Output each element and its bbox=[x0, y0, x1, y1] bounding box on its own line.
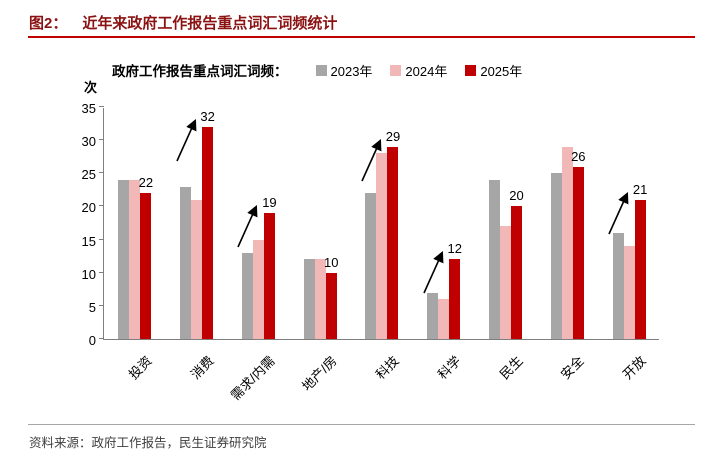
y-tick-label: 5 bbox=[88, 299, 96, 315]
legend-swatch bbox=[390, 64, 402, 76]
bar-2024年 bbox=[623, 246, 635, 339]
y-tick-mark bbox=[99, 338, 104, 339]
bar-2024年 bbox=[561, 146, 573, 339]
bar-2023年 bbox=[550, 173, 562, 339]
y-tick-mark bbox=[99, 139, 104, 141]
bar-group: 12 bbox=[413, 108, 475, 339]
figure-header: 图2： 近年来政府工作报告重点词汇词频统计 bbox=[29, 12, 337, 33]
bar-2025年 bbox=[387, 146, 399, 339]
value-label: 20 bbox=[509, 188, 524, 204]
bar-group: 10 bbox=[289, 108, 351, 339]
bar-2025年 bbox=[140, 193, 152, 339]
y-axis: 0 5 10 15 20 25 30 35 bbox=[60, 101, 96, 348]
y-tick-mark bbox=[99, 106, 104, 107]
y-tick-label: 10 bbox=[81, 266, 96, 282]
bar-2023年 bbox=[427, 292, 439, 339]
bar-2024年 bbox=[252, 239, 264, 339]
y-tick-label: 25 bbox=[81, 167, 96, 183]
bar-2025年 bbox=[202, 126, 214, 339]
legend-label: 2025年 bbox=[480, 63, 523, 79]
y-tick-mark bbox=[99, 238, 104, 240]
bar-2025年 bbox=[263, 213, 275, 339]
bar-2023年 bbox=[303, 259, 315, 339]
legend-title: 政府工作报告重点词汇词频： bbox=[112, 64, 288, 79]
bar-2023年 bbox=[365, 193, 377, 339]
y-tick-mark bbox=[99, 172, 104, 174]
bar-2023年 bbox=[612, 232, 624, 339]
bar-2024年 bbox=[129, 179, 141, 339]
bar-2023年 bbox=[180, 186, 192, 339]
bar-2024年 bbox=[376, 153, 388, 339]
bar-2023年 bbox=[241, 252, 253, 339]
increase-arrow-icon bbox=[608, 191, 629, 235]
legend-item: 2023年 bbox=[315, 61, 373, 80]
value-label: 26 bbox=[571, 148, 586, 164]
value-label: 29 bbox=[385, 128, 401, 144]
bar-2025年 bbox=[511, 206, 523, 339]
bar-2023年 bbox=[118, 179, 130, 339]
bar-2025年 bbox=[325, 272, 337, 339]
increase-arrow-icon bbox=[361, 138, 382, 182]
increase-arrow-icon bbox=[237, 205, 258, 248]
legend-item: 2025年 bbox=[465, 61, 522, 80]
y-tick-label: 30 bbox=[81, 134, 96, 150]
value-label: 10 bbox=[323, 254, 339, 270]
legend-items: 2023年 2024年 2025年 bbox=[315, 61, 541, 80]
value-label: 12 bbox=[447, 241, 462, 257]
increase-arrow-icon bbox=[423, 251, 444, 294]
legend-item: 2024年 bbox=[390, 61, 447, 80]
plot-area: 22 32 19 10 29 12 20 26 21 bbox=[99, 106, 660, 340]
y-tick-mark bbox=[99, 205, 104, 207]
y-tick-mark bbox=[99, 304, 104, 306]
increase-arrow-icon bbox=[175, 118, 197, 162]
chart-legend: 政府工作报告重点词汇词频： 2023年 2024年 2025年 bbox=[112, 60, 540, 80]
x-axis: 投资 消费 需求/内需 地产/房 科技 科学 民生 安全 开放 bbox=[103, 343, 659, 407]
bar-2024年 bbox=[314, 259, 326, 339]
legend-swatch bbox=[315, 64, 327, 76]
bar-2023年 bbox=[489, 179, 501, 339]
y-tick-mark bbox=[99, 271, 104, 273]
figure-number: 图2： bbox=[29, 15, 68, 32]
bar-group: 21 bbox=[598, 108, 660, 339]
y-tick-label: 35 bbox=[81, 101, 96, 116]
bar-2025年 bbox=[449, 259, 461, 339]
legend-swatch bbox=[465, 64, 477, 76]
value-label: 22 bbox=[138, 175, 154, 191]
value-label: 19 bbox=[262, 195, 277, 211]
y-axis-unit-label: 次 bbox=[84, 80, 98, 95]
value-label: 32 bbox=[200, 108, 215, 124]
legend-label: 2023年 bbox=[330, 63, 373, 79]
footer-divider bbox=[28, 424, 695, 425]
bar-2024年 bbox=[438, 299, 450, 339]
bar-2025年 bbox=[634, 199, 646, 339]
bar-group: 20 bbox=[475, 108, 537, 339]
bar-2024年 bbox=[500, 226, 512, 339]
header-divider bbox=[28, 36, 695, 38]
y-tick-label: 20 bbox=[81, 200, 96, 216]
bar-group: 22 bbox=[104, 108, 166, 339]
bar-2024年 bbox=[191, 199, 203, 339]
bar-group: 32 bbox=[166, 108, 228, 339]
bar-group: 19 bbox=[228, 108, 290, 339]
figure-title: 近年来政府工作报告重点词汇词频统计 bbox=[82, 15, 338, 32]
bar-group: 29 bbox=[351, 108, 413, 339]
y-tick-label: 0 bbox=[88, 333, 96, 348]
source-note: 资料来源：政府工作报告，民生证券研究院 bbox=[29, 436, 267, 450]
y-tick-label: 15 bbox=[81, 233, 96, 249]
legend-label: 2024年 bbox=[405, 63, 448, 79]
bar-2025年 bbox=[572, 166, 584, 339]
value-label: 21 bbox=[632, 181, 648, 197]
bar-group: 26 bbox=[536, 108, 598, 339]
